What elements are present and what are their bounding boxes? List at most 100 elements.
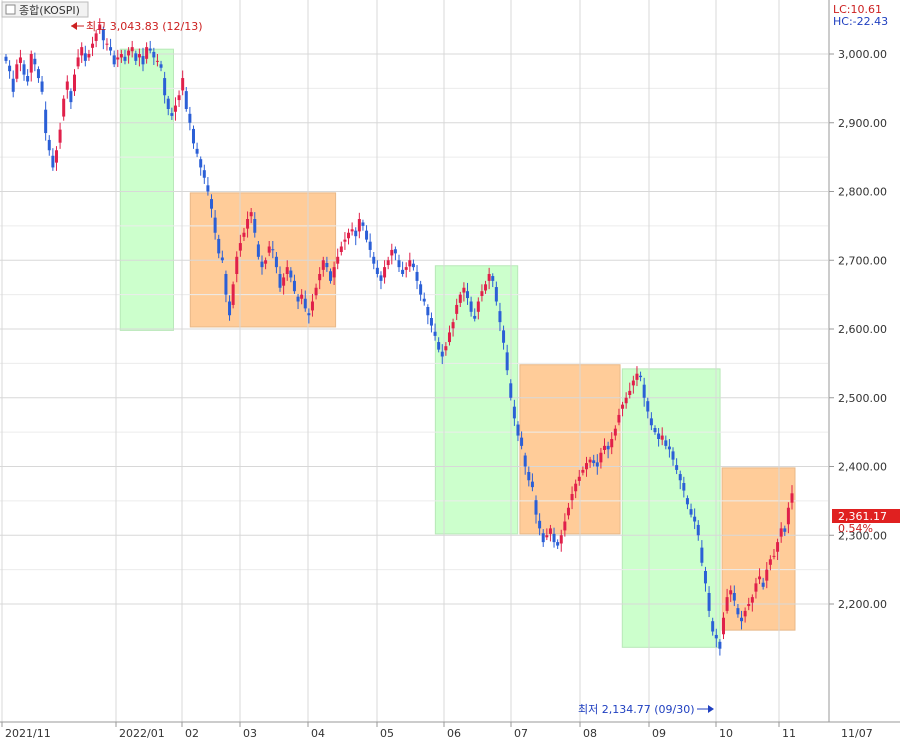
candle-up <box>383 267 387 278</box>
candle-up <box>231 284 235 305</box>
candle-down <box>152 51 156 58</box>
candle-down <box>195 148 199 154</box>
candle-down <box>148 48 152 51</box>
candle-down <box>422 298 426 302</box>
candle-up <box>447 332 451 343</box>
candle-down <box>328 271 332 281</box>
candle-down <box>289 270 293 278</box>
candle-down <box>693 516 697 522</box>
x-tick-label: 02 <box>185 727 199 740</box>
candle-up <box>725 597 729 611</box>
candle-down <box>271 249 275 251</box>
candle-down <box>606 445 610 450</box>
candle-up <box>563 521 567 531</box>
candle-up <box>621 404 625 409</box>
candle-down <box>83 53 87 61</box>
candle-down <box>8 65 12 72</box>
grid-lines <box>0 0 828 722</box>
candle-up <box>408 260 412 267</box>
candle-up <box>58 129 62 143</box>
candle-down <box>736 608 740 615</box>
candle-down <box>217 238 221 254</box>
candle-down <box>689 509 693 515</box>
candle-up <box>336 256 340 264</box>
candle-down <box>260 261 264 268</box>
candle-up <box>73 74 77 92</box>
candle-down <box>520 437 524 446</box>
candle-down <box>47 139 51 151</box>
candle-down <box>166 98 170 109</box>
candle-down <box>534 500 538 515</box>
candle-up <box>559 535 563 544</box>
candle-up <box>588 459 592 463</box>
low-arrow-icon <box>708 705 714 713</box>
candle-up <box>613 428 617 436</box>
candle-up <box>173 105 177 112</box>
candle-down <box>375 267 379 274</box>
candle-up <box>581 469 585 473</box>
high-arrow-icon <box>71 22 77 30</box>
candle-up <box>238 243 242 251</box>
candle-up <box>130 47 134 52</box>
candle-down <box>202 170 206 178</box>
candle-down <box>11 78 15 92</box>
title-checkbox[interactable] <box>5 4 16 15</box>
candle-up <box>332 267 336 278</box>
candle-up <box>566 507 570 516</box>
candle-down <box>682 483 686 491</box>
candle-down <box>646 401 650 412</box>
candle-down <box>206 185 210 192</box>
candle-up <box>249 212 253 217</box>
x-tick-label: 10 <box>719 727 733 740</box>
candle-down <box>393 249 397 254</box>
candle-up <box>480 291 484 296</box>
candle-down <box>714 634 718 639</box>
candle-down <box>372 256 376 264</box>
candle-down <box>163 78 167 96</box>
x-tick-label: 05 <box>380 727 394 740</box>
candle-down <box>33 58 37 65</box>
candle-down <box>466 291 470 299</box>
y-tick-label: 2,900.00 <box>838 117 887 130</box>
candle-down <box>253 219 257 233</box>
candle-up <box>545 535 549 538</box>
candle-down <box>44 109 48 134</box>
candle-up <box>660 435 664 440</box>
candle-down <box>700 547 704 563</box>
x-tick-label: 09 <box>652 727 666 740</box>
candle-up <box>310 301 314 311</box>
low-annotation: 최저 2,134.77 (09/30) <box>578 703 714 716</box>
candle-up <box>635 373 639 380</box>
low-annotation-label: 최저 2,134.77 (09/30) <box>578 703 695 716</box>
candle-down <box>512 406 516 419</box>
candle-up <box>721 617 725 635</box>
y-tick-label: 2,800.00 <box>838 186 887 199</box>
candle-up <box>105 43 109 45</box>
candle-down <box>649 418 653 426</box>
candle-down <box>592 460 596 464</box>
candle-up <box>548 528 552 534</box>
candle-up <box>484 284 488 291</box>
candle-down <box>639 375 643 378</box>
candle-up <box>776 542 780 552</box>
candle-down <box>491 276 495 281</box>
x-tick-label: 11 <box>782 727 796 740</box>
current-price-tag: 2,361.17 0.54% <box>832 509 900 535</box>
candle-down <box>36 69 40 79</box>
candle-up <box>768 559 772 565</box>
candle-down <box>213 217 217 233</box>
candle-up <box>458 294 462 303</box>
candle-up <box>765 569 769 581</box>
candle-up <box>62 98 66 117</box>
candle-down <box>325 263 329 268</box>
candle-down <box>307 313 311 316</box>
candle-down <box>498 311 502 323</box>
candle-down <box>678 474 682 481</box>
y-tick-label: 2,500.00 <box>838 392 887 405</box>
candle-down <box>707 593 711 611</box>
candle-down <box>556 542 560 546</box>
candle-up <box>98 24 102 30</box>
x-tick-label: 06 <box>447 727 461 740</box>
y-tick-label: 2,300.00 <box>838 529 887 542</box>
